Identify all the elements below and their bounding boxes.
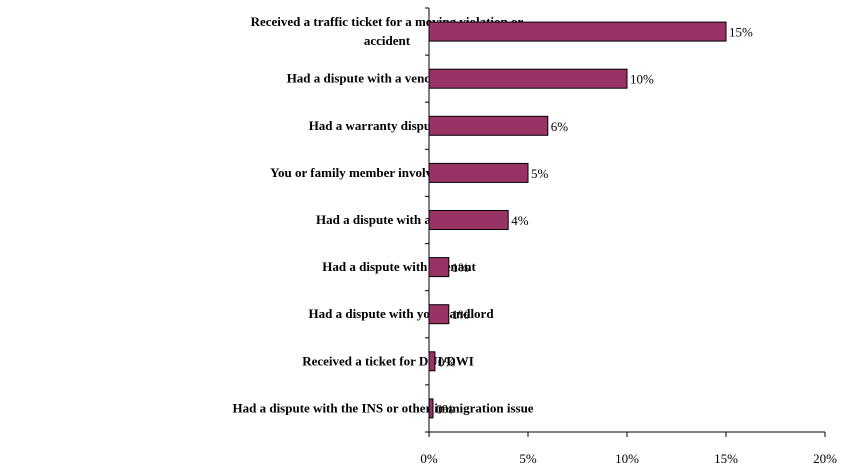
axes: 0% 5% 10% 15% 20% xyxy=(420,7,837,466)
value-label: 4% xyxy=(511,213,529,228)
x-tick-label: 15% xyxy=(714,451,738,466)
value-label: 1% xyxy=(452,307,470,322)
value-label: 0% xyxy=(436,401,454,416)
bars xyxy=(428,21,727,419)
category-label: Had a dispute with the INS or other immi… xyxy=(233,400,534,415)
value-label: 15% xyxy=(729,25,753,40)
bar xyxy=(428,351,436,372)
category-label: accident xyxy=(364,33,411,48)
bar xyxy=(428,210,509,230)
x-tick-label: 5% xyxy=(519,451,537,466)
value-labels: 15% 10% 6% 5% 4% 1% 1% 0% 0% xyxy=(436,25,753,417)
category-label: Had a warranty dispute xyxy=(309,118,442,133)
bar xyxy=(428,115,549,136)
x-tick-label: 20% xyxy=(813,451,837,466)
value-label: 5% xyxy=(531,166,549,181)
x-tick-label: 10% xyxy=(615,451,639,466)
bar xyxy=(428,304,450,325)
bar xyxy=(428,162,529,183)
bar xyxy=(428,21,727,42)
value-label: 1% xyxy=(452,260,470,275)
value-label: 0% xyxy=(438,354,456,369)
value-label: 10% xyxy=(630,72,654,87)
value-label: 6% xyxy=(551,119,569,134)
bar xyxy=(428,68,628,89)
x-tick-label: 0% xyxy=(420,451,438,466)
bar xyxy=(428,257,450,278)
bar xyxy=(428,398,434,419)
